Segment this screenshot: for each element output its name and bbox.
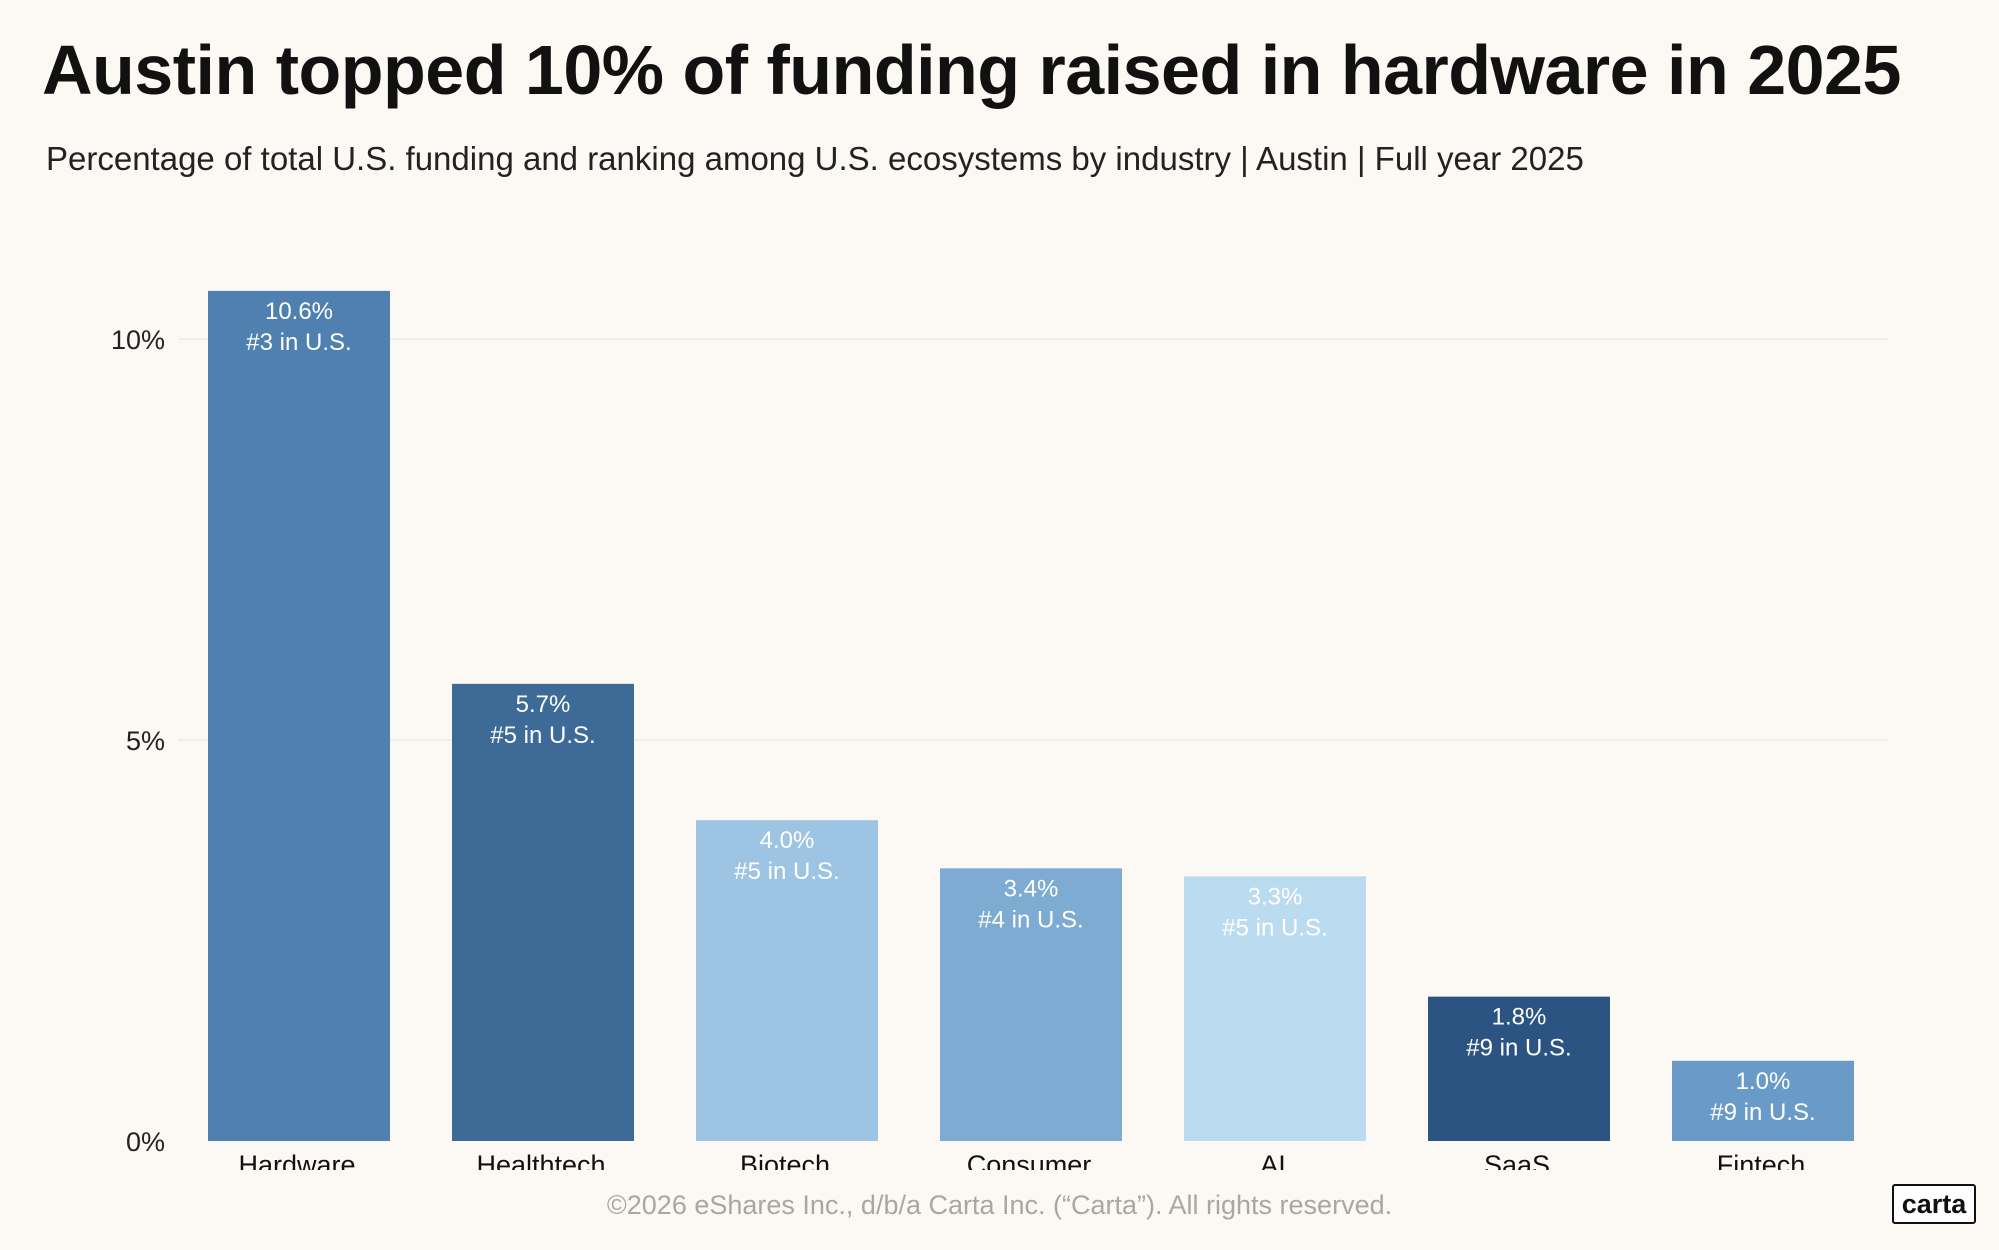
x-tick-label: Fintech xyxy=(1717,1150,1806,1170)
bar-chart: 10.6% #3 in U.S. 5.7% #5 in U.S. 4.0% #5 in U… xyxy=(110,290,1888,1170)
bar-labels: 10.6% #3 in U.S. 5.7% #5 in U.S. 4.0% #5 in U… xyxy=(246,298,1815,1126)
y-tick-label: 5% xyxy=(126,726,165,756)
bar-rank-label: #4 in U.S. xyxy=(978,906,1083,933)
bar-rank-label: #5 in U.S. xyxy=(490,722,595,749)
x-tick-label: Consumer xyxy=(967,1150,1092,1170)
bar-ai xyxy=(1184,876,1366,1141)
bar-rank-label: #9 in U.S. xyxy=(1710,1099,1815,1126)
copyright-footer: ©2026 eShares Inc., d/b/a Carta Inc. (“C… xyxy=(606,1190,1393,1220)
bar-biotech xyxy=(696,820,878,1141)
bar-value-label: 5.7% xyxy=(516,691,571,718)
y-tick-label: 10% xyxy=(111,325,165,355)
bar-rank-label: #5 in U.S. xyxy=(1222,914,1327,941)
x-tick-label: Biotech xyxy=(740,1150,830,1170)
x-tick-label: AI xyxy=(1260,1150,1286,1170)
bar-rank-label: #9 in U.S. xyxy=(1466,1035,1571,1062)
bar-value-label: 3.4% xyxy=(1004,875,1059,902)
bar-value-label: 1.8% xyxy=(1492,1004,1547,1031)
bar-value-label: 1.0% xyxy=(1736,1068,1791,1095)
bar-value-label: 4.0% xyxy=(760,827,815,854)
x-tick-label: Healthtech xyxy=(476,1150,605,1170)
chart-subtitle: Percentage of total U.S. funding and ran… xyxy=(46,140,1584,177)
axes: 0% 5% 10% Hardware Healthtech Biotech Consumer… xyxy=(111,325,1805,1170)
carta-logo: carta xyxy=(1892,1184,1976,1224)
bars xyxy=(208,290,1854,1141)
x-tick-label: Hardware xyxy=(238,1150,355,1170)
bar-consumer xyxy=(940,868,1122,1141)
bar-healthtech xyxy=(452,683,634,1141)
chart-title: Austin topped 10% of funding raised in h… xyxy=(42,31,1901,109)
y-tick-label: 0% xyxy=(126,1127,165,1157)
x-tick-label: SaaS xyxy=(1484,1150,1550,1170)
bar-hardware xyxy=(208,290,390,1141)
bar-rank-label: #5 in U.S. xyxy=(734,858,839,885)
bar-value-label: 3.3% xyxy=(1248,883,1303,910)
bar-rank-label: #3 in U.S. xyxy=(246,329,351,356)
bar-value-label: 10.6% xyxy=(265,298,333,325)
bar-fintech xyxy=(1672,1060,1854,1141)
bar-saas xyxy=(1428,996,1610,1141)
